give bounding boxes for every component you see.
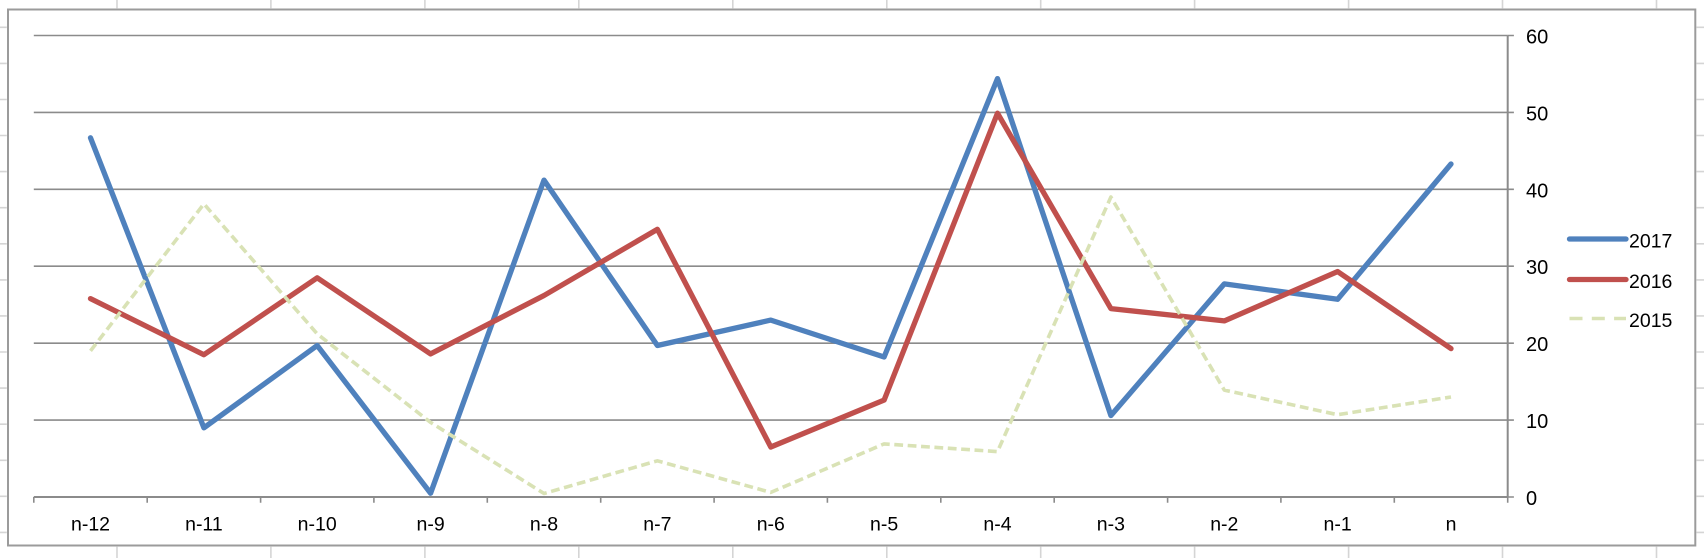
svg-text:20: 20 xyxy=(1526,334,1548,356)
svg-text:30: 30 xyxy=(1526,257,1548,279)
svg-text:n-4: n-4 xyxy=(983,514,1011,536)
svg-text:50: 50 xyxy=(1526,103,1548,125)
svg-text:n: n xyxy=(1446,514,1457,536)
svg-text:40: 40 xyxy=(1526,180,1548,202)
svg-text:60: 60 xyxy=(1526,27,1548,49)
svg-text:n-7: n-7 xyxy=(643,514,671,536)
svg-text:n-1: n-1 xyxy=(1324,514,1352,536)
svg-text:10: 10 xyxy=(1526,411,1548,433)
svg-text:0: 0 xyxy=(1526,488,1537,510)
svg-text:2015: 2015 xyxy=(1629,310,1673,332)
svg-text:n-3: n-3 xyxy=(1097,514,1125,536)
svg-text:n-8: n-8 xyxy=(530,514,558,536)
svg-text:n-2: n-2 xyxy=(1210,514,1238,536)
svg-text:n-10: n-10 xyxy=(298,514,337,536)
svg-text:n-9: n-9 xyxy=(417,514,445,536)
svg-text:2017: 2017 xyxy=(1629,230,1672,252)
svg-text:2016: 2016 xyxy=(1629,271,1672,293)
svg-text:n-11: n-11 xyxy=(185,514,223,536)
svg-text:n-5: n-5 xyxy=(870,514,898,536)
svg-text:n-6: n-6 xyxy=(757,514,785,536)
svg-text:n-12: n-12 xyxy=(71,514,110,536)
